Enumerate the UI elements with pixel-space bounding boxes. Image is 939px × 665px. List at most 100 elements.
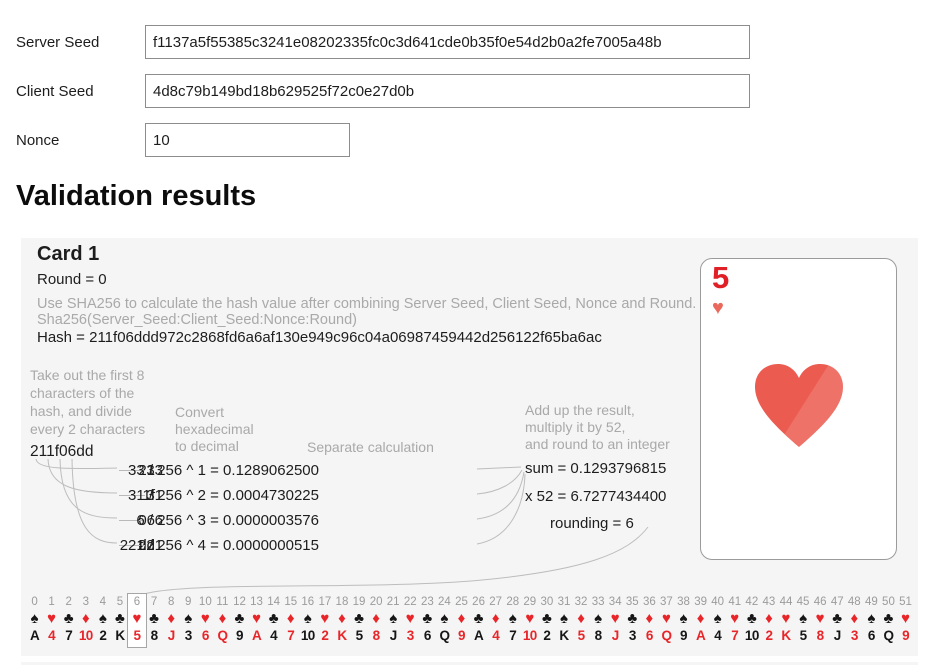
deck-index: 48 (847, 596, 861, 608)
heart-icon: ♥ (781, 610, 791, 627)
club-icon: ♣ (541, 610, 552, 627)
spade-icon: ♠ (303, 610, 312, 627)
deck-card: 46 ♥ 8 (812, 594, 829, 647)
deck-card: 47 ♣ J (829, 594, 846, 647)
deck-card: 13 ♥ A (248, 594, 265, 647)
deck-index: 3 (82, 596, 89, 608)
club-icon: ♣ (746, 610, 757, 627)
deck-card: 12 ♣ 9 (231, 594, 248, 647)
deck-card: 51 ♥ 9 (897, 594, 914, 647)
deck-card: 42 ♣ 10 (743, 594, 760, 647)
client-seed-label: Client Seed (16, 83, 94, 100)
deck-card: 32 ♦ 5 (573, 594, 590, 647)
club-icon: ♣ (832, 610, 843, 627)
deck-rank: A (473, 628, 484, 643)
deck-index: 43 (762, 596, 776, 608)
deck-rank: Q (217, 628, 228, 643)
deck-rank: 3 (406, 628, 415, 643)
heart-icon: ♥ (200, 610, 210, 627)
deck-card: 40 ♠ 4 (709, 594, 726, 647)
club-icon: ♣ (883, 610, 894, 627)
deck-index: 7 (150, 596, 158, 608)
deck-index: 37 (660, 596, 673, 608)
calc-expression: 6 / 256 ^ 3 = 0.0000003576 (136, 512, 319, 529)
deck-index: 13 (250, 596, 263, 608)
club-icon: ♣ (354, 610, 364, 627)
club-icon: ♣ (422, 610, 433, 627)
deck-card: 34 ♥ J (607, 594, 624, 647)
deck-rank: J (611, 628, 620, 643)
result-playing-card: 5 ♥ (700, 258, 897, 560)
hex-pair: 06 (138, 512, 155, 529)
club-icon: ♣ (627, 610, 638, 627)
deck-index: 28 (506, 596, 520, 608)
deck-index: 12 (233, 596, 246, 608)
club-icon: ♣ (115, 610, 125, 627)
heart-icon: ♥ (132, 610, 142, 627)
deck-index: 9 (185, 596, 192, 608)
deck-index: 18 (335, 596, 349, 608)
deck-index: 51 (899, 596, 912, 608)
deck-card: 49 ♠ 6 (863, 594, 880, 647)
deck-card: 48 ♦ 3 (846, 594, 863, 647)
next-card-panel-edge (21, 662, 918, 665)
nonce-input[interactable] (145, 123, 350, 157)
deck-rank: 8 (150, 628, 159, 643)
deck-index: 42 (745, 596, 759, 608)
heart-icon: ♥ (47, 610, 57, 627)
deck-rank: 7 (731, 628, 739, 643)
deck-rank: 10 (78, 628, 93, 643)
deck-card: 20 ♦ 8 (368, 594, 385, 647)
club-icon: ♣ (473, 610, 484, 627)
deck-card: 5 ♣ K (111, 594, 128, 647)
card1-panel: Card 1 Round = 0 Use SHA256 to calculate… (21, 238, 918, 656)
club-icon: ♣ (149, 610, 159, 627)
times52-result: x 52 = 6.7277434400 (525, 488, 667, 505)
deck-index: 46 (813, 596, 827, 608)
deck-rank: Q (661, 628, 672, 643)
deck-card: 50 ♣ Q (880, 594, 897, 647)
deck-card: 29 ♥ 10 (521, 594, 538, 647)
heart-icon: ♥ (712, 297, 724, 319)
hex-pair: 21 (138, 462, 155, 479)
deck-index: 39 (694, 596, 707, 608)
deck-rank: 4 (270, 628, 278, 643)
deck-card: 21 ♠ J (385, 594, 402, 647)
diamond-icon: ♦ (286, 610, 295, 627)
server-seed-input[interactable] (145, 25, 750, 59)
deck-index: 36 (642, 596, 656, 608)
deck-card: 8 ♦ J (163, 594, 180, 647)
spade-icon: ♠ (389, 610, 398, 627)
deck-rank: 5 (355, 628, 364, 643)
deck-index: 8 (167, 596, 175, 608)
deck-card: 16 ♠ 10 (299, 594, 316, 647)
card-rank: 5 (712, 260, 730, 295)
spade-icon: ♠ (559, 610, 568, 627)
deck-rank: J (833, 628, 842, 643)
calc-row: 06 6 6 / 256 ^ 3 = 0.0000003576 (119, 508, 479, 533)
diamond-icon: ♦ (457, 610, 466, 627)
hex-pair: 1f (142, 487, 155, 504)
diamond-icon: ♦ (167, 610, 175, 627)
heart-icon: ♥ (815, 610, 825, 627)
nonce-label: Nonce (16, 132, 60, 149)
deck-card: 15 ♦ 7 (282, 594, 299, 647)
deck-rank: A (29, 628, 40, 643)
hash-prefix: 211f06dd (30, 443, 94, 460)
diamond-icon: ♦ (81, 610, 90, 627)
deck-rank: J (167, 628, 176, 643)
deck-index: 11 (216, 596, 229, 608)
deck-rank: 8 (816, 628, 825, 643)
deck-rank: 9 (236, 628, 244, 643)
client-seed-input[interactable] (145, 74, 750, 108)
card1-title: Card 1 (37, 243, 100, 265)
deck-rank: 10 (300, 628, 315, 643)
calc-row: 1f 31 31 / 256 ^ 2 = 0.0004730225 (119, 483, 479, 508)
deck-rank: Q (439, 628, 450, 643)
spade-icon: ♠ (508, 610, 517, 627)
diamond-icon: ♦ (645, 610, 654, 627)
deck-rank: Q (883, 628, 894, 643)
deck-index: 25 (455, 596, 468, 608)
decimal-value: 31 (146, 487, 163, 504)
deck-card: 43 ♦ 2 (760, 594, 777, 647)
